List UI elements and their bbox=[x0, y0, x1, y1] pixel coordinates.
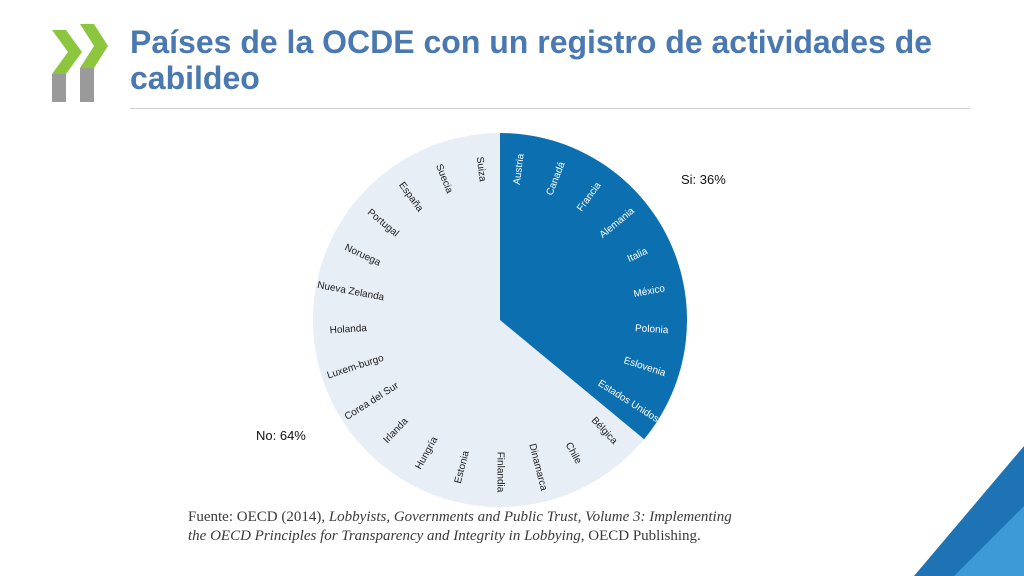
title-divider bbox=[130, 108, 970, 109]
country-label-no-9: Holanda bbox=[329, 323, 367, 336]
source-citation: Fuente: OECD (2014), Lobbyists, Governme… bbox=[188, 508, 748, 546]
country-label-yes-0: Austria bbox=[512, 153, 527, 186]
pie-slice-no bbox=[313, 133, 645, 507]
country-label-yes-6: Polonia bbox=[635, 323, 669, 336]
slice-annotation-yes: Si: 36% bbox=[681, 172, 726, 187]
oecd-logo-icon bbox=[52, 24, 108, 102]
slide-title: Países de la OCDE con un registro de act… bbox=[130, 24, 933, 96]
pie-slice-yes bbox=[500, 133, 688, 440]
source-title: Lobbyists, Governments and Public Trust,… bbox=[188, 509, 732, 544]
country-label-no-15: Suiza bbox=[474, 156, 488, 183]
country-label-no-3: Finlandia bbox=[494, 452, 505, 493]
source-suffix: , OECD Publishing. bbox=[580, 528, 701, 544]
slice-annotation-no: No: 64% bbox=[256, 428, 306, 443]
source-prefix: Fuente: OECD (2014), bbox=[188, 509, 329, 525]
corner-decoration-icon bbox=[914, 446, 1024, 576]
